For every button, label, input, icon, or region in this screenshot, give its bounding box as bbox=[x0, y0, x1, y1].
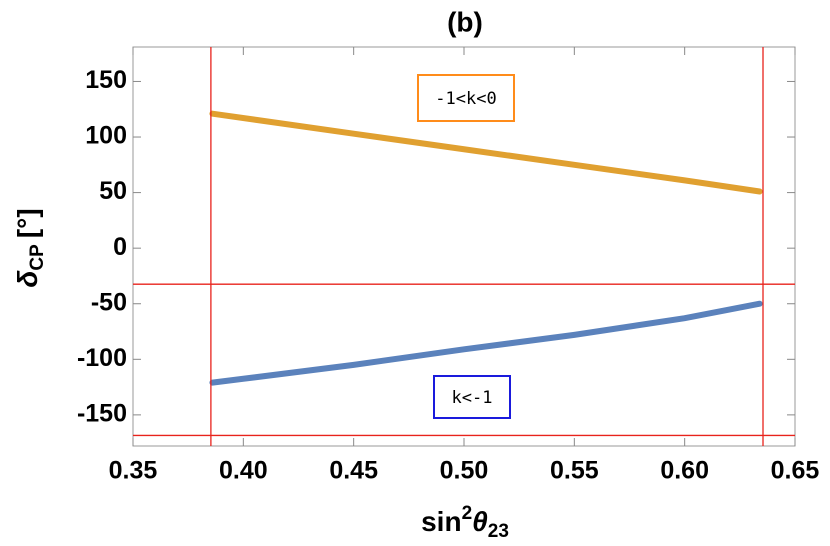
data-band bbox=[209, 110, 763, 195]
y-tick-label: 150 bbox=[85, 66, 127, 94]
x-label-part: 2 bbox=[462, 503, 473, 524]
y-tick-label: 0 bbox=[113, 233, 127, 261]
legend-label: k<-1 bbox=[452, 388, 493, 408]
x-tick-label: 0.50 bbox=[440, 457, 489, 485]
legend-label: -1<k<0 bbox=[435, 89, 496, 109]
y-tick-label: -150 bbox=[77, 399, 127, 427]
x-tick-label: 0.35 bbox=[109, 457, 158, 485]
data-band bbox=[209, 300, 763, 386]
x-label-part: 23 bbox=[488, 521, 509, 542]
x-label-part: θ bbox=[472, 506, 488, 537]
y-axis-label: δCP [°] bbox=[12, 208, 48, 287]
y-tick-label: -50 bbox=[91, 288, 127, 316]
x-label-part: sin bbox=[421, 506, 461, 537]
x-tick-label: 0.55 bbox=[550, 457, 599, 485]
y-tick-label: 100 bbox=[85, 122, 127, 150]
y-label-part: δ bbox=[12, 270, 43, 288]
y-tick-label: 50 bbox=[99, 177, 127, 205]
x-tick-label: 0.40 bbox=[219, 457, 268, 485]
x-tick-label: 0.60 bbox=[660, 457, 709, 485]
y-label-part: [°] bbox=[12, 208, 43, 238]
x-axis-label: sin2θ23 bbox=[421, 503, 509, 542]
x-tick-label: 0.65 bbox=[771, 457, 820, 485]
legend-box bbox=[417, 74, 515, 122]
chart-title: (b) bbox=[447, 6, 483, 37]
x-tick-label: 0.45 bbox=[329, 457, 378, 485]
legend-box bbox=[433, 375, 511, 419]
y-label-part: CP bbox=[27, 244, 48, 271]
y-tick-label: -100 bbox=[77, 344, 127, 372]
